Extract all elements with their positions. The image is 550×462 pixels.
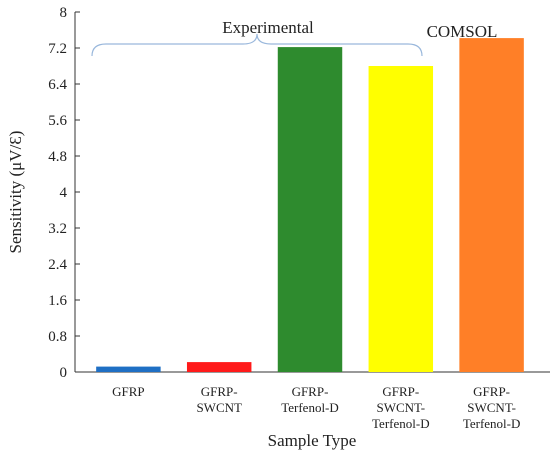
bars (96, 38, 524, 372)
y-tick-label: 4.8 (48, 149, 67, 165)
x-category-label: GFRP (112, 384, 145, 399)
x-category-label: GFRP-SWCNT (196, 384, 242, 415)
y-tick-label: 4 (60, 185, 68, 201)
x-axis-category-labels: GFRP GFRP-SWCNT GFRP-Terfenol-D GFRP-SWCNT-… (112, 384, 520, 431)
x-category-label: GFRP-SWCNT-Terfenol-D (463, 384, 521, 431)
y-tick-label: 2.4 (48, 257, 67, 273)
y-tick-label: 6.4 (48, 77, 67, 93)
comsol-annotation: COMSOL (427, 22, 498, 41)
y-axis-ticks: 0 0.8 1.6 2.4 3.2 4 4.8 5.6 6.4 7.2 8 (48, 5, 80, 381)
x-category-label: GFRP-SWCNT-Terfenol-D (372, 384, 430, 431)
bar (459, 38, 524, 372)
y-tick-label: 7.2 (48, 41, 67, 57)
y-tick-label: 0 (60, 365, 68, 381)
y-tick-label: 0.8 (48, 329, 67, 345)
experimental-brace (91, 33, 423, 57)
x-category-label: GFRP-Terfenol-D (281, 384, 339, 415)
bar (186, 362, 252, 372)
bar (96, 366, 161, 372)
bar (368, 66, 434, 372)
experimental-annotation: Experimental (222, 18, 314, 37)
y-tick-label: 5.6 (48, 113, 67, 129)
bar (277, 47, 343, 372)
x-axis-title: Sample Type (268, 431, 357, 450)
y-tick-label: 3.2 (48, 221, 67, 237)
y-tick-label: 8 (60, 5, 68, 21)
y-tick-label: 1.6 (48, 293, 67, 309)
y-axis-title: Sensitivity (μV/Ɛ) (6, 131, 25, 254)
